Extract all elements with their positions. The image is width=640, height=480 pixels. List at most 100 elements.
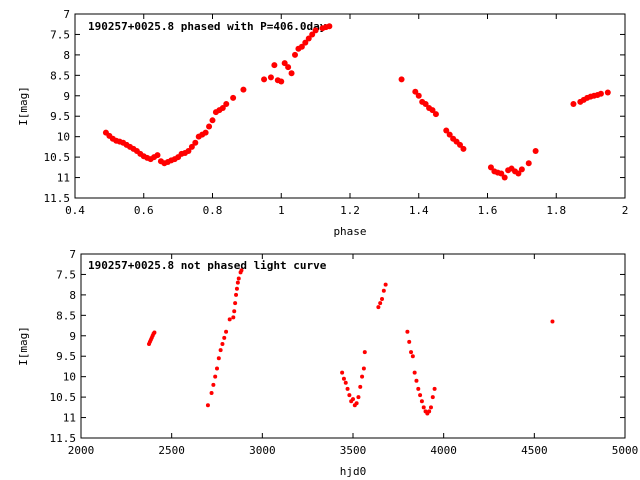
y-tick-label: 10 (57, 131, 70, 144)
data-point (457, 141, 463, 148)
data-point (326, 23, 333, 30)
data-point (412, 88, 419, 95)
y-tick-label: 11 (57, 172, 70, 185)
data-point (234, 286, 239, 291)
data-point (312, 27, 319, 34)
y-tick-label: 9 (69, 330, 76, 343)
data-point (341, 376, 346, 381)
y-tick-label: 7.5 (50, 28, 70, 41)
data-point (236, 276, 241, 281)
phased-light-curve-plot: 0.4 0.6 0.8 1 1.2 1.4 1.6 1.8 2 7 7.5 8 8.5 9 9.5 10 10.… (17, 8, 628, 238)
data-point (309, 31, 316, 38)
data-point (305, 35, 312, 42)
data-point (376, 305, 381, 310)
data-point (412, 370, 417, 375)
x-tick-label: 4000 (430, 444, 457, 457)
data-point (231, 315, 236, 320)
data-point (460, 145, 467, 152)
x-tick-label: 5000 (612, 444, 639, 457)
data-point (550, 319, 555, 324)
data-point (532, 147, 539, 154)
data-point (185, 147, 192, 154)
data-point (415, 92, 422, 99)
data-point (354, 401, 359, 406)
data-point (570, 100, 577, 107)
y-tick-label: 8 (63, 49, 70, 62)
data-point (414, 378, 419, 383)
data-point (202, 129, 209, 136)
data-point (378, 301, 383, 306)
x-tick-label: 0.4 (65, 204, 85, 217)
data-point (240, 86, 247, 93)
data-point (230, 94, 237, 101)
data-point (446, 131, 453, 138)
data-point (597, 90, 604, 97)
y-axis-label: I[mag] (17, 326, 30, 366)
data-point (418, 393, 423, 398)
data-point (261, 76, 268, 83)
y-tick-label: 8.5 (56, 309, 76, 322)
data-point (361, 366, 366, 371)
y-tick-label: 10.5 (44, 151, 71, 164)
data-point (428, 405, 433, 410)
data-point (421, 405, 426, 410)
data-point (343, 380, 348, 385)
data-point (215, 366, 219, 371)
x-tick-label: 1.8 (546, 204, 566, 217)
data-point (219, 105, 226, 112)
y-tick-label: 7 (63, 8, 70, 21)
data-point (501, 174, 508, 181)
data-point (298, 43, 305, 50)
y-tick-label: 11 (63, 412, 76, 425)
data-point (302, 39, 309, 46)
x-tick-label: 2500 (158, 444, 185, 457)
data-point (235, 280, 240, 285)
data-point (288, 70, 295, 77)
data-point (206, 123, 213, 130)
data-point (218, 348, 223, 353)
x-tick-label: 1.2 (340, 204, 360, 217)
x-axis-label: hjd0 (340, 465, 367, 478)
data-point (498, 170, 505, 177)
plot-title: 190257+0025.8 not phased light curve (88, 259, 327, 272)
data-point (292, 51, 298, 58)
x-tick-label: 1.6 (478, 204, 498, 217)
data-point (209, 117, 216, 124)
data-point (432, 386, 437, 391)
x-tick-label: 2 (622, 204, 629, 217)
data-point (416, 386, 421, 391)
y-tick-label: 10.5 (50, 391, 77, 404)
data-point (351, 397, 355, 402)
x-tick-label: 0.8 (203, 204, 223, 217)
x-tick-label: 4500 (521, 444, 548, 457)
x-tick-label: 1.4 (409, 204, 429, 217)
data-point (192, 139, 199, 146)
y-tick-label: 10 (63, 371, 76, 384)
data-point (525, 160, 532, 167)
data-point (278, 78, 285, 85)
data-point (152, 330, 157, 335)
y-axis-label: I[mag] (17, 86, 30, 126)
data-point (216, 356, 221, 361)
data-point (515, 170, 522, 177)
x-tick-label: 3000 (249, 444, 276, 457)
data-point (211, 382, 216, 387)
data-point (383, 282, 388, 287)
data-point (410, 354, 415, 359)
y-tick-label: 9 (63, 90, 70, 103)
y-tick-label: 8 (69, 289, 76, 302)
data-point (205, 403, 210, 408)
data-point (271, 62, 278, 69)
y-tick-label: 11.5 (50, 432, 77, 445)
data-point (154, 152, 161, 159)
data-point (347, 393, 352, 398)
data-point (380, 296, 385, 301)
data-point (487, 164, 494, 171)
data-point (281, 60, 288, 67)
x-tick-label: 1 (278, 204, 285, 217)
data-point (429, 107, 436, 114)
data-point (427, 409, 432, 414)
x-axis-label: phase (333, 225, 366, 238)
data-point (398, 76, 405, 83)
x-tick-label: 2000 (68, 444, 95, 457)
